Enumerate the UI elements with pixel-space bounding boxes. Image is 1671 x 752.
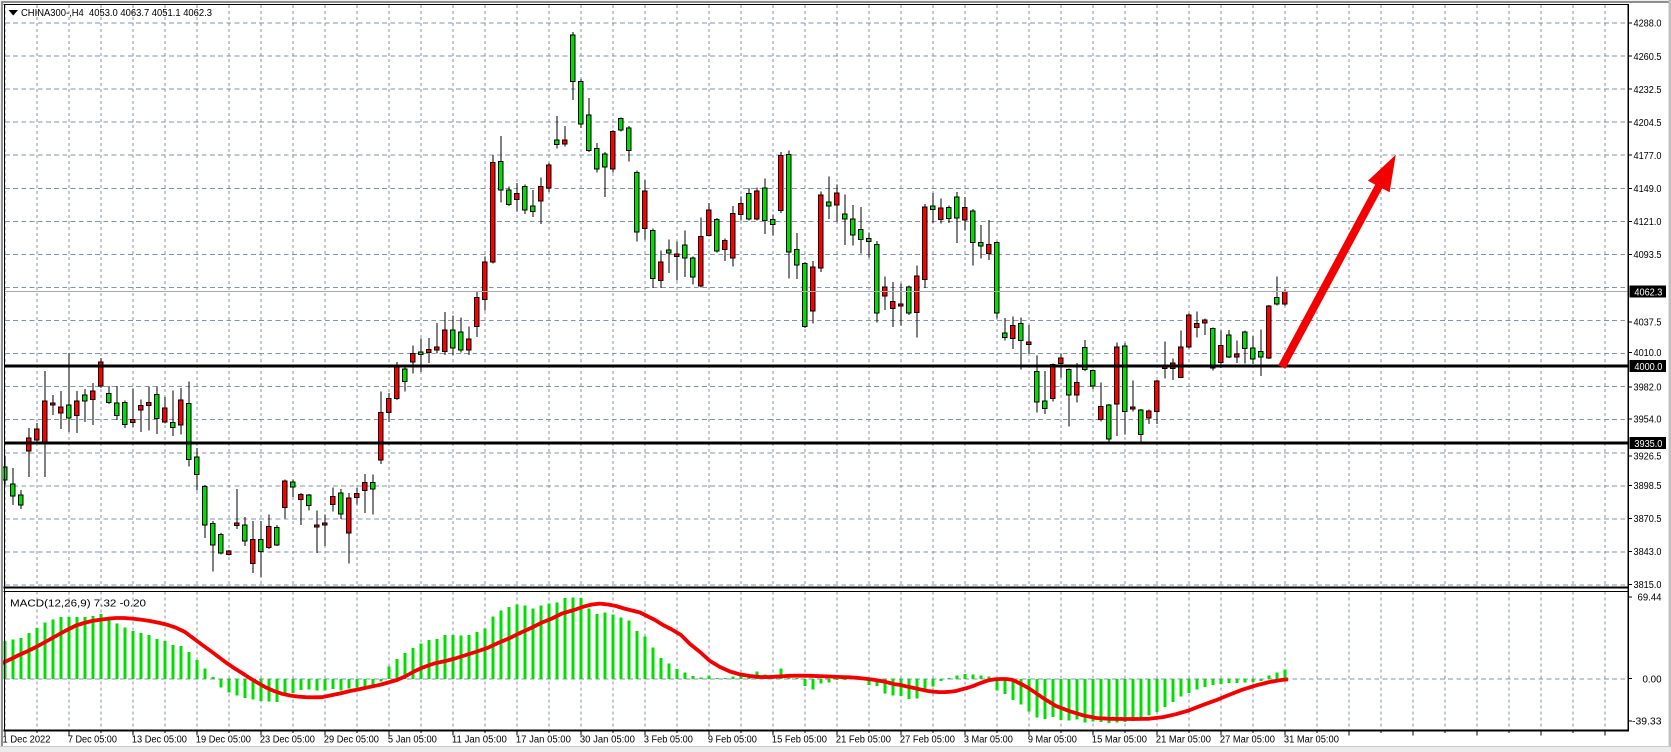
svg-text:3 Feb 05:00: 3 Feb 05:00 — [644, 734, 693, 745]
svg-text:3 Mar 05:00: 3 Mar 05:00 — [964, 734, 1013, 745]
svg-text:15 Mar 05:00: 15 Mar 05:00 — [1092, 734, 1147, 745]
svg-text:9 Feb 05:00: 9 Feb 05:00 — [708, 734, 757, 745]
svg-text:3843.0: 3843.0 — [1634, 547, 1662, 558]
svg-text:-39.33: -39.33 — [1632, 717, 1662, 728]
svg-text:21 Feb 05:00: 21 Feb 05:00 — [836, 734, 891, 745]
svg-text:4037.5: 4037.5 — [1634, 318, 1662, 329]
svg-text:27 Mar 05:00: 27 Mar 05:00 — [1220, 734, 1275, 745]
svg-text:30 Jan 05:00: 30 Jan 05:00 — [580, 734, 635, 745]
svg-text:4149.0: 4149.0 — [1634, 184, 1662, 195]
svg-text:4204.5: 4204.5 — [1634, 118, 1662, 129]
svg-text:3870.5: 3870.5 — [1634, 514, 1662, 525]
svg-text:19 Dec 05:00: 19 Dec 05:00 — [196, 734, 251, 745]
svg-text:11 Jan 05:00: 11 Jan 05:00 — [452, 734, 507, 745]
svg-text:4010.0: 4010.0 — [1634, 348, 1662, 359]
svg-text:4260.5: 4260.5 — [1634, 52, 1662, 63]
svg-text:5 Jan 05:00: 5 Jan 05:00 — [388, 734, 437, 745]
svg-text:21 Mar 05:00: 21 Mar 05:00 — [1156, 734, 1211, 745]
svg-text:23 Dec 05:00: 23 Dec 05:00 — [260, 734, 315, 745]
svg-text:13 Dec 05:00: 13 Dec 05:00 — [132, 734, 187, 745]
svg-text:29 Dec 05:00: 29 Dec 05:00 — [324, 734, 379, 745]
svg-text:15 Feb 05:00: 15 Feb 05:00 — [772, 734, 827, 745]
svg-text:69.44: 69.44 — [1638, 593, 1662, 604]
svg-text:MACD(12,26,9) 7.32 -0.20: MACD(12,26,9) 7.32 -0.20 — [10, 599, 147, 610]
svg-text:31 Mar 05:00: 31 Mar 05:00 — [1284, 734, 1339, 745]
svg-text:3815.0: 3815.0 — [1634, 580, 1662, 591]
svg-text:9 Mar 05:00: 9 Mar 05:00 — [1028, 734, 1077, 745]
svg-text:3982.0: 3982.0 — [1634, 383, 1662, 394]
svg-text:4062.3: 4062.3 — [1634, 287, 1662, 298]
svg-text:3926.5: 3926.5 — [1634, 452, 1662, 463]
svg-text:0.00: 0.00 — [1643, 674, 1662, 685]
svg-text:3935.0: 3935.0 — [1634, 439, 1662, 450]
svg-text:4000.0: 4000.0 — [1634, 362, 1662, 373]
svg-text:CHINA300-,H4 4053.0 4063.7 40: CHINA300-,H4 4053.0 4063.7 4051.1 4062.3 — [21, 8, 212, 19]
svg-text:3954.0: 3954.0 — [1634, 415, 1662, 426]
svg-text:7 Dec 05:00: 7 Dec 05:00 — [68, 734, 117, 745]
svg-text:4288.0: 4288.0 — [1634, 19, 1662, 30]
svg-text:17 Jan 05:00: 17 Jan 05:00 — [516, 734, 571, 745]
svg-text:1 Dec 2022: 1 Dec 2022 — [3, 734, 51, 745]
svg-text:27 Feb 05:00: 27 Feb 05:00 — [900, 734, 955, 745]
svg-text:4093.5: 4093.5 — [1634, 250, 1662, 261]
svg-text:3898.5: 3898.5 — [1634, 481, 1662, 492]
svg-text:4232.5: 4232.5 — [1634, 85, 1662, 96]
svg-text:4177.0: 4177.0 — [1634, 151, 1662, 162]
svg-text:4121.0: 4121.0 — [1634, 217, 1662, 228]
